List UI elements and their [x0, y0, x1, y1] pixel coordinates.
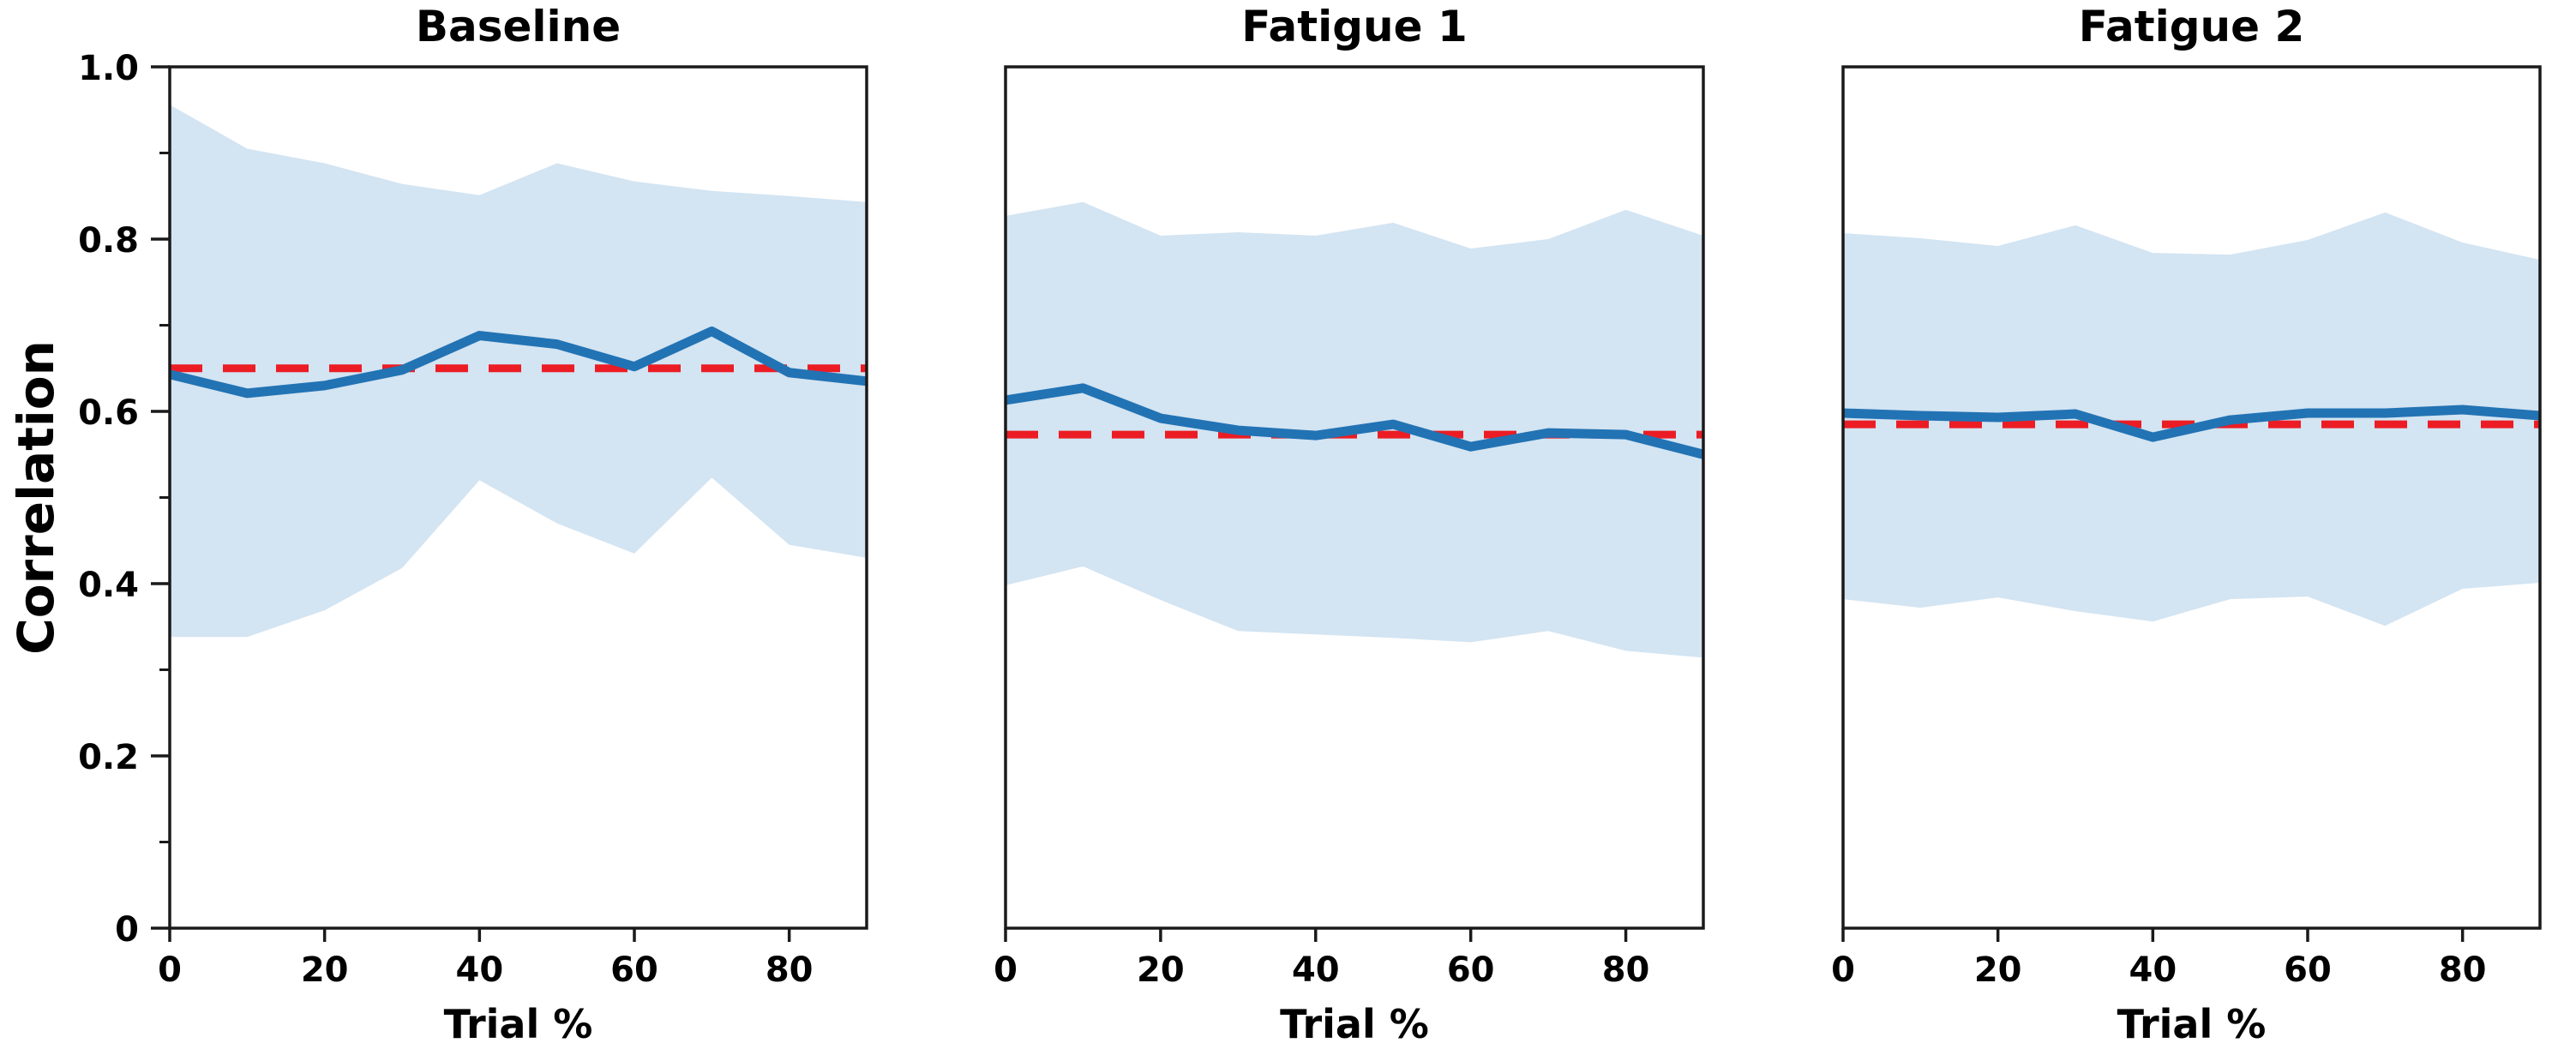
x-tick-label: 40 [455, 950, 503, 990]
x-tick-label: 20 [301, 950, 349, 990]
x-tick-label: 20 [1137, 950, 1185, 990]
axes-spines [1004, 65, 1705, 930]
confidence-band [1843, 212, 2540, 626]
mean-correlation-line [1842, 405, 2541, 442]
x-tick-label: 0 [1831, 950, 1855, 990]
y-tick-label: 0.4 [78, 566, 139, 605]
y-tick-label: 1.0 [78, 49, 139, 88]
y-axis-label: Correlation [7, 340, 65, 655]
x-tick-label: 60 [2284, 950, 2332, 990]
mean-correlation-line [168, 327, 868, 399]
x-tick-label: 40 [2129, 950, 2177, 990]
panel-title: Fatigue 1 [1241, 2, 1468, 51]
y-tick-label: 0 [115, 910, 139, 950]
x-tick-label: 80 [766, 950, 814, 990]
x-tick-label: 60 [1447, 950, 1495, 990]
x-axis-label: Trial % [1280, 1001, 1429, 1047]
x-tick-label: 20 [1974, 950, 2022, 990]
x-tick-label: 0 [158, 950, 182, 990]
x-tick-label: 80 [2439, 950, 2487, 990]
x-tick-label: 0 [994, 950, 1018, 990]
x-axis-label: Trial % [444, 1001, 593, 1047]
x-axis-label: Trial % [2117, 1001, 2267, 1047]
mean-correlation-line [1005, 383, 1705, 459]
panel-title: Fatigue 2 [2079, 2, 2305, 51]
panel-title: Baseline [416, 2, 621, 51]
axes-spines [1841, 65, 2542, 930]
y-tick-label: 0.6 [78, 393, 139, 433]
x-tick-label: 60 [610, 950, 658, 990]
x-tick-label: 40 [1292, 950, 1340, 990]
y-tick-label: 0.2 [78, 738, 139, 777]
x-tick-label: 80 [1602, 950, 1650, 990]
y-tick-label: 0.8 [78, 221, 139, 261]
